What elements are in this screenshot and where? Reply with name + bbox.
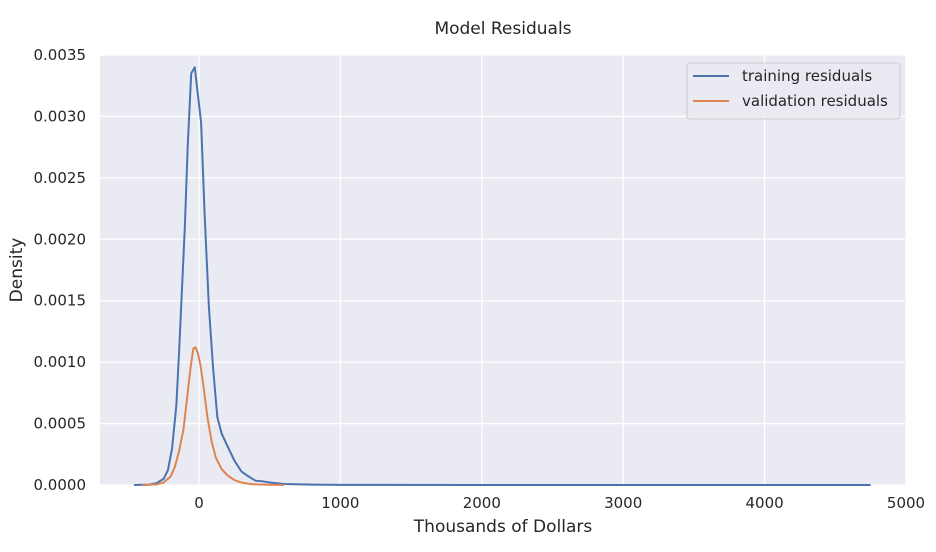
x-axis-label: Thousands of Dollars — [413, 517, 593, 537]
legend-box — [686, 62, 901, 120]
series-line-validation — [142, 346, 284, 486]
chart-title: Model Residuals — [434, 19, 571, 39]
legend: training residuals validation residuals — [686, 62, 901, 120]
y-axis-label: Density — [7, 238, 27, 303]
y-tick-label: 0.0030 — [34, 107, 87, 125]
x-tick-label: 1000 — [321, 494, 359, 512]
x-tick-label: 2000 — [463, 494, 501, 512]
y-tick-label: 0.0005 — [34, 415, 87, 433]
x-tick-label: 0 — [194, 494, 204, 512]
series-lines — [133, 66, 871, 486]
grid — [100, 54, 907, 486]
legend-label-validation: validation residuals — [742, 92, 888, 110]
legend-label-training: training residuals — [742, 67, 872, 85]
series-line-training — [133, 66, 871, 486]
x-tick-label: 5000 — [887, 494, 925, 512]
y-tick-label: 0.0015 — [34, 292, 87, 310]
y-tick-label: 0.0035 — [34, 46, 87, 64]
y-tick-label: 0.0025 — [34, 169, 87, 187]
y-tick-label: 0.0010 — [34, 353, 87, 371]
x-tick-label: 3000 — [604, 494, 642, 512]
tick-labels: 0 1000 2000 3000 4000 5000 0.0000 0.0005 0.0010 0… — [34, 46, 926, 512]
plot-background — [100, 55, 906, 485]
y-tick-label: 0.0020 — [34, 230, 87, 248]
y-tick-label: 0.0000 — [34, 476, 87, 494]
x-tick-label: 4000 — [746, 494, 784, 512]
